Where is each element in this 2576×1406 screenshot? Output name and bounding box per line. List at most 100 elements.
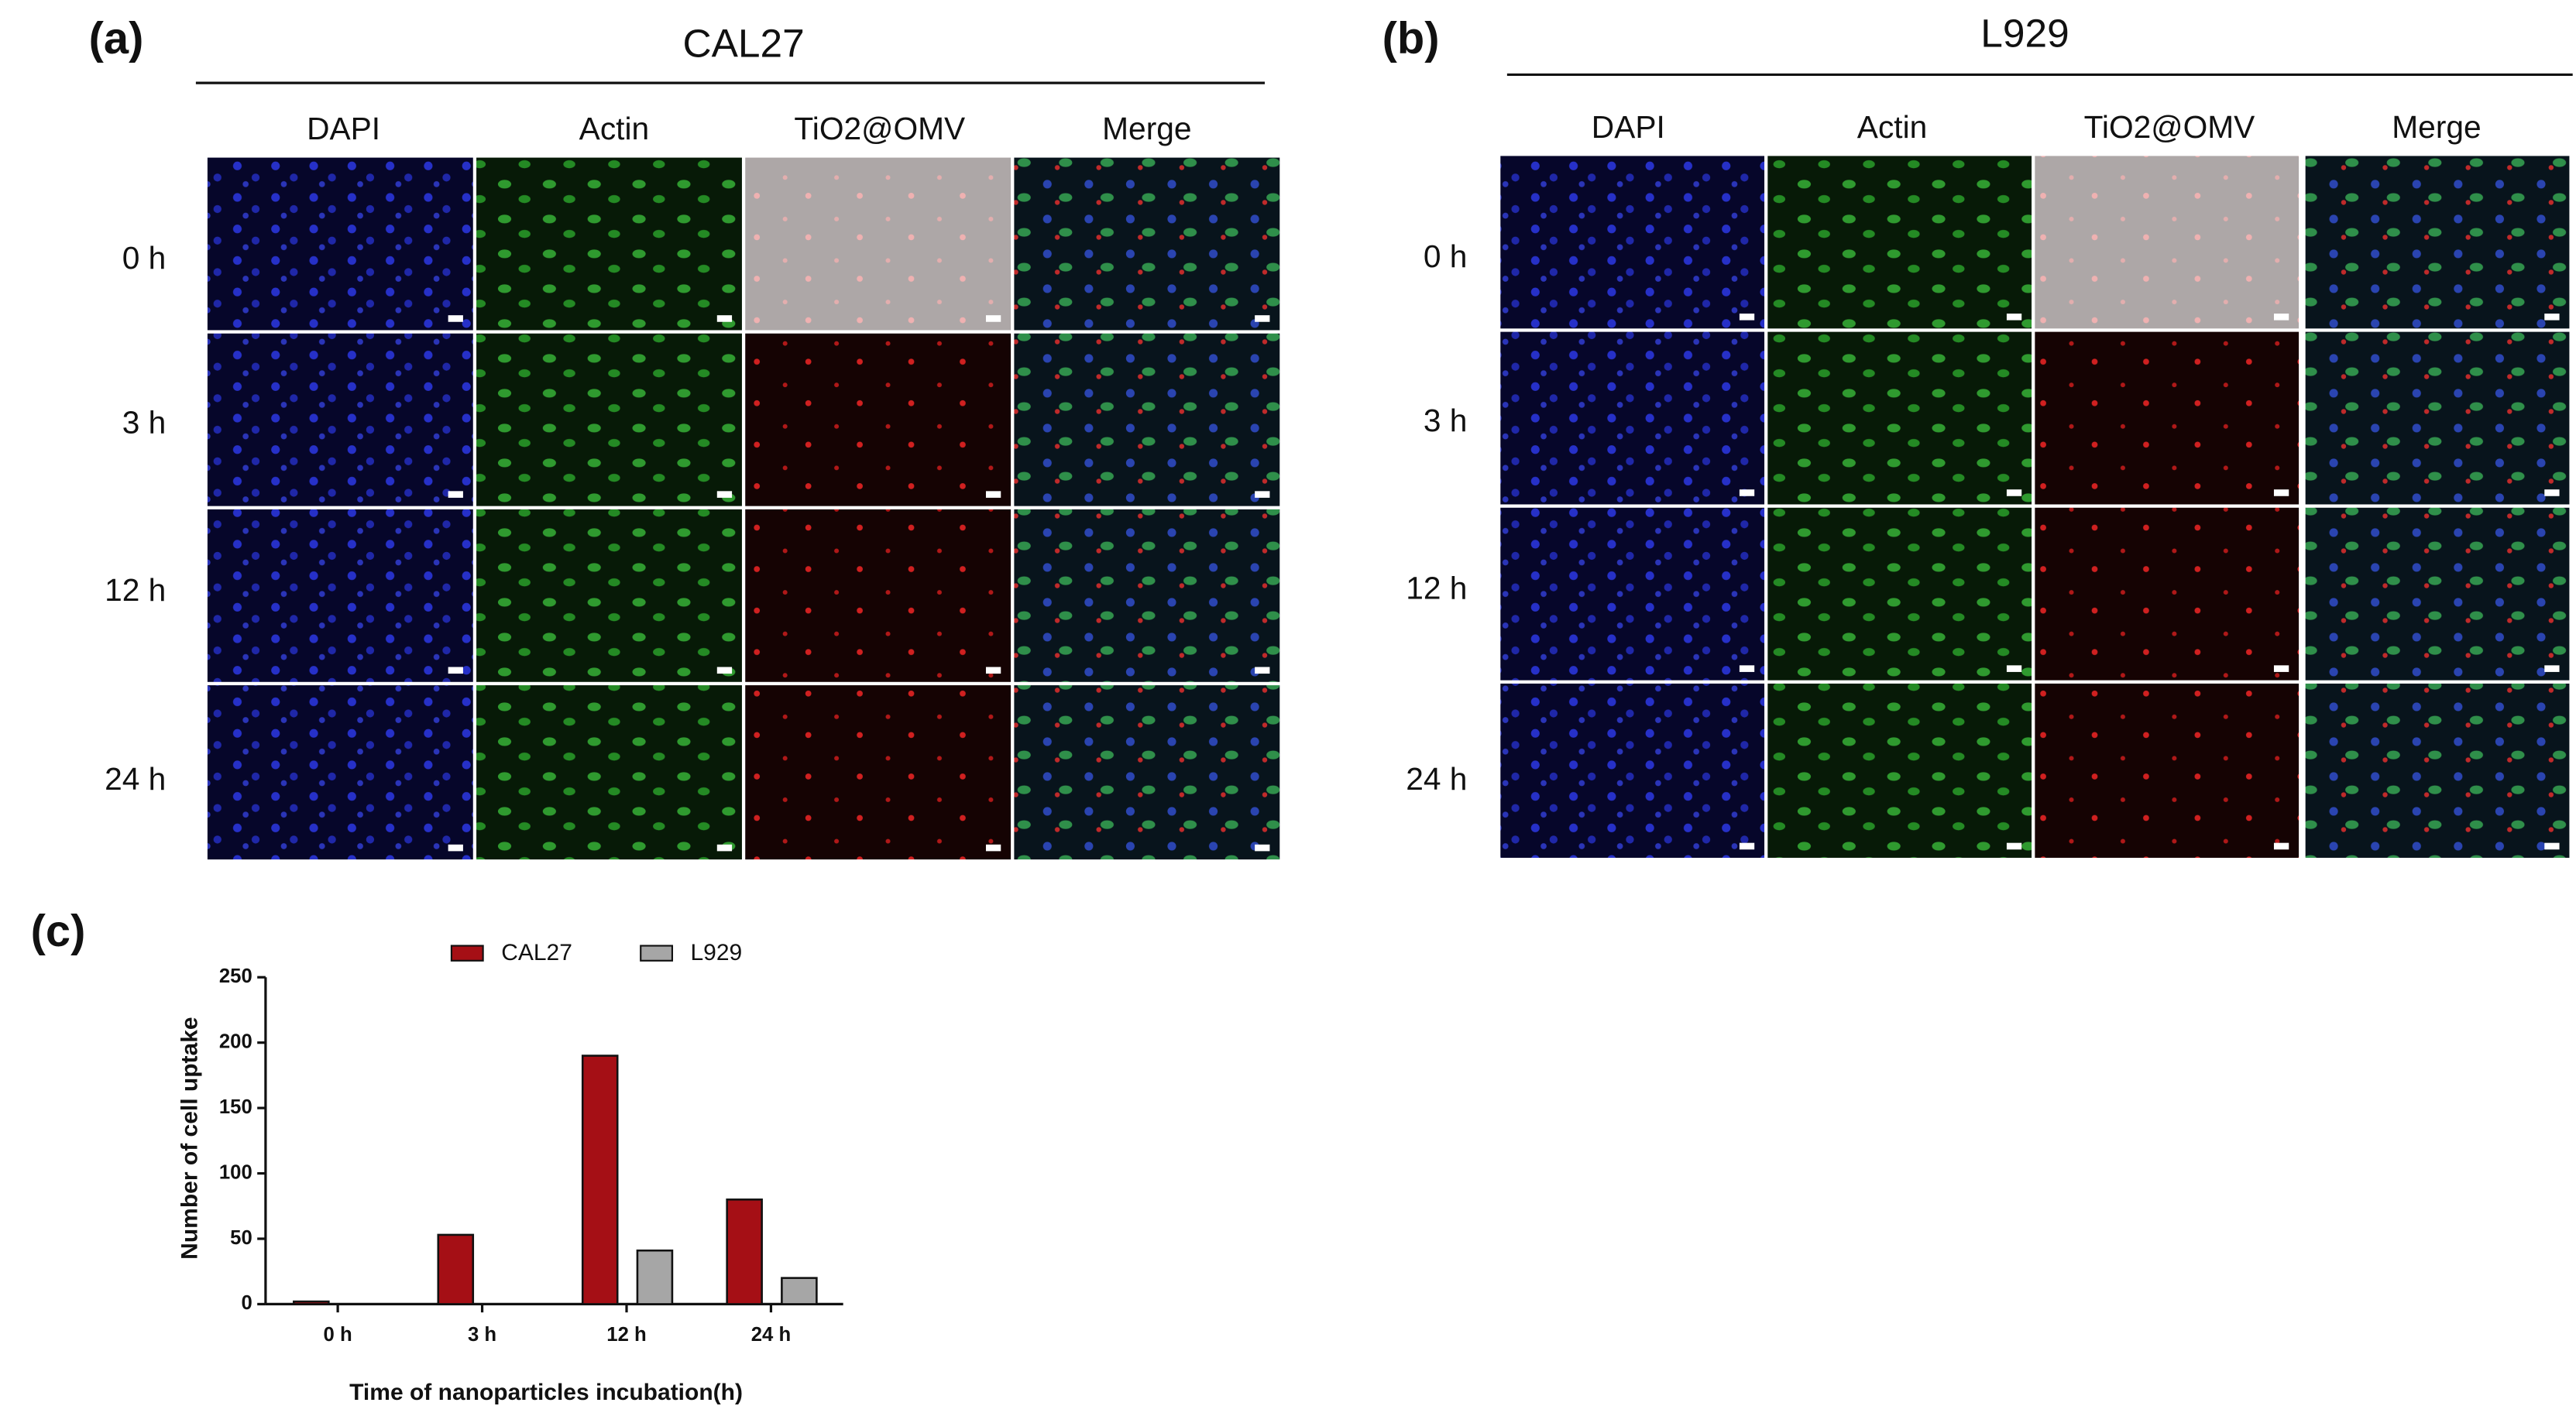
panel-label: (c) (31, 907, 86, 956)
micrograph (207, 685, 473, 860)
scale-bar (2273, 314, 2289, 321)
panel-title: L929 (1980, 11, 2069, 56)
scale-bar (1255, 667, 1270, 674)
micrograph (207, 509, 473, 682)
column-label: Actin (1857, 109, 1928, 145)
scale-bar (2273, 489, 2289, 496)
micrograph (745, 333, 1012, 506)
scale-bar (2006, 665, 2022, 672)
micrograph (1014, 685, 1280, 860)
micrograph (1014, 509, 1280, 682)
scale-bar (448, 315, 463, 322)
bar (636, 1249, 674, 1305)
legend-swatch (640, 945, 674, 962)
scale-bar (448, 844, 463, 852)
scale-bar (716, 315, 733, 322)
bar-chart: (c) 0 50 100 150 200 250 0 h 3 h 12 h 24 h CAL27 L92… (31, 907, 843, 1405)
bar (781, 1277, 818, 1305)
bar (581, 1054, 619, 1305)
row-label: 3 h (1424, 403, 1468, 438)
x-tick-label: 24 h (751, 1324, 791, 1346)
bar (293, 1300, 330, 1305)
scale-bar (2273, 665, 2289, 672)
micrograph (1500, 156, 1765, 329)
scale-bar (1255, 315, 1270, 322)
microscopy-panels: (a) CAL27 DAPI Actin TiO2@OMV Merge 0 h 3 h 12 h… (89, 11, 2573, 860)
column-label: Merge (1102, 111, 1191, 146)
micrograph (476, 685, 742, 860)
micrograph (1767, 156, 2032, 329)
scale-bar (1739, 842, 1755, 850)
micrograph (2305, 331, 2570, 505)
micrograph (745, 685, 1012, 860)
y-tick-label: 250 (219, 965, 252, 987)
scale-bar (1739, 489, 1755, 496)
column-label: Actin (579, 111, 650, 146)
micrograph (1500, 507, 1765, 681)
panel-title: CAL27 (682, 21, 804, 66)
panel-label: (a) (89, 14, 144, 63)
column-label: TiO2@OMV (794, 111, 965, 146)
scale-bar (448, 667, 463, 674)
micrograph (2035, 683, 2300, 858)
row-label: 24 h (1406, 761, 1467, 797)
y-tick-label: 100 (219, 1161, 252, 1183)
scale-bar (2273, 842, 2289, 850)
row-label: 24 h (105, 761, 166, 797)
column-label: DAPI (1592, 109, 1665, 145)
row-label: 0 h (122, 240, 167, 276)
bar (726, 1199, 763, 1305)
micrograph (1500, 683, 1765, 858)
micrograph (2035, 156, 2300, 329)
scale-bar (2544, 842, 2560, 850)
scale-bar (985, 667, 1001, 674)
scale-bar (2544, 665, 2560, 672)
scale-bar (1255, 491, 1270, 498)
micrograph (476, 333, 742, 506)
y-tick-label: 0 (241, 1292, 252, 1314)
micrograph (1500, 331, 1765, 505)
x-axis-title: Time of nanoparticles incubation(h) (349, 1380, 743, 1405)
legend-swatch (450, 945, 484, 962)
micrograph (207, 157, 473, 331)
row-label: 3 h (122, 404, 167, 440)
scale-bar (985, 491, 1001, 498)
micrograph (2305, 683, 2570, 858)
micrograph (1767, 683, 2032, 858)
scale-bar (1255, 844, 1270, 852)
micrograph (2305, 507, 2570, 681)
micrograph (1014, 157, 1280, 331)
micrograph (1014, 333, 1280, 506)
scale-bar (2544, 314, 2560, 321)
bar (437, 1233, 475, 1305)
scale-bar (2006, 489, 2022, 496)
y-tick-label: 50 (230, 1227, 252, 1249)
row-label: 0 h (1424, 238, 1468, 274)
y-axis-title: Number of cell uptake (177, 1017, 202, 1259)
scale-bar (2544, 489, 2560, 496)
scale-bar (448, 491, 463, 498)
scale-bar (716, 667, 733, 674)
column-label: Merge (2392, 109, 2481, 145)
scale-bar (1739, 314, 1755, 321)
scale-bar (985, 315, 1001, 322)
micrograph (207, 333, 473, 506)
row-label: 12 h (1406, 571, 1467, 606)
scale-bar (716, 844, 733, 852)
micrograph (2305, 156, 2570, 329)
legend-label: L929 (691, 940, 743, 965)
micrograph (2035, 331, 2300, 505)
y-tick-label: 150 (219, 1096, 252, 1118)
micrograph (476, 509, 742, 682)
micrograph (745, 157, 1012, 331)
micrograph (745, 509, 1012, 682)
scale-bar (716, 491, 733, 498)
scale-bar (1739, 665, 1755, 672)
y-tick-label: 200 (219, 1030, 252, 1052)
row-label: 12 h (105, 572, 166, 608)
scale-bar (2006, 842, 2022, 850)
micrograph (2035, 507, 2300, 681)
micrograph (1767, 507, 2032, 681)
x-tick-label: 3 h (468, 1324, 496, 1346)
